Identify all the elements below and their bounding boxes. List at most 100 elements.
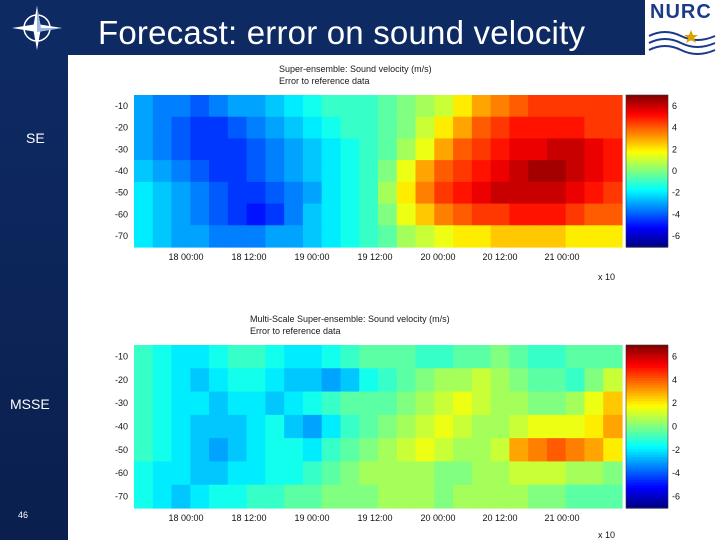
heatmap-cell — [209, 181, 229, 205]
colorbar-segment — [626, 104, 668, 108]
heatmap-cell — [134, 391, 154, 416]
heatmap-cell — [415, 438, 435, 463]
chart1-title: Super-ensemble: Sound velocity (m/s) — [279, 64, 432, 74]
heatmap-cell — [603, 345, 623, 369]
heatmap-cell — [227, 345, 248, 369]
heatmap-cell — [471, 225, 492, 248]
heatmap-cell — [490, 138, 510, 161]
heatmap-cell — [490, 116, 510, 140]
colorbar-segment — [626, 116, 668, 120]
heatmap-cell — [190, 116, 210, 140]
heatmap-cell — [340, 461, 360, 486]
colorbar-segment — [626, 439, 668, 443]
heatmap-cell — [171, 438, 191, 463]
heatmap-cell — [284, 368, 304, 393]
colorbar-segment — [626, 380, 668, 384]
heatmap-cell — [246, 203, 266, 226]
heatmap-cell — [603, 414, 623, 439]
heatmap-cell — [546, 116, 567, 140]
heatmap-cell — [302, 484, 323, 509]
heatmap-cell — [509, 438, 529, 463]
colorbar-tick-label: 4 — [672, 123, 677, 133]
heatmap-cell — [565, 345, 586, 369]
x-tick-label: 18 00:00 — [168, 513, 203, 523]
colorbar-segment — [626, 467, 668, 471]
sidebar-bar — [0, 55, 68, 540]
heatmap-cell — [415, 181, 435, 205]
heatmap-cell — [246, 225, 266, 248]
heatmap-cell — [227, 461, 248, 486]
heatmap-cell — [603, 484, 623, 509]
heatmap-cell — [490, 414, 510, 439]
colorbar-segment — [626, 178, 668, 182]
heatmap-cell — [284, 181, 304, 205]
heatmap-cell — [603, 138, 623, 161]
colorbar-segment — [626, 121, 668, 125]
colorbar-segment — [626, 457, 668, 461]
x-tick-label: 19 12:00 — [357, 513, 392, 523]
heatmap-cell — [227, 368, 248, 393]
heatmap-cell — [584, 461, 604, 486]
heatmap-cell — [434, 438, 454, 463]
colorbar-segment — [626, 147, 668, 151]
heatmap-cell — [152, 138, 173, 161]
heatmap-cell — [453, 95, 473, 118]
colorbar-segment — [626, 360, 668, 364]
heatmap-cell — [584, 225, 604, 248]
heatmap-cell — [321, 95, 342, 118]
y-tick-label: -70 — [115, 231, 128, 241]
heatmap-cell — [209, 138, 229, 161]
heatmap-cell — [265, 368, 285, 393]
heatmap-cell — [321, 203, 342, 226]
heatmap-cell — [453, 181, 473, 205]
x-tick-label: 19 00:00 — [294, 513, 329, 523]
heatmap-cell — [509, 116, 529, 140]
heatmap-cell — [190, 225, 210, 248]
heatmap-cell — [152, 368, 173, 393]
heatmap-cell — [190, 461, 210, 486]
heatmap-cell — [546, 225, 567, 248]
heatmap-cell — [528, 225, 548, 248]
heatmap-cell — [528, 203, 548, 226]
heatmap-cell — [265, 160, 285, 183]
heatmap-cell — [152, 203, 173, 226]
colorbar-segment — [626, 125, 668, 129]
colorbar-segment — [626, 423, 668, 428]
heatmap-cell — [471, 95, 492, 118]
heatmap-cell — [415, 225, 435, 248]
heatmap-cell — [434, 345, 454, 369]
colorbar-segment — [626, 505, 668, 509]
heatmap-cell — [302, 181, 323, 205]
heatmap-cell — [528, 345, 548, 369]
heatmap-cell — [396, 438, 417, 463]
heatmap-cell — [302, 138, 323, 161]
colorbar-segment — [626, 429, 668, 433]
heatmap-cell — [509, 95, 529, 118]
colorbar-segment — [626, 128, 668, 132]
heatmap-cell — [415, 345, 435, 369]
colorbar-segment — [626, 159, 668, 163]
heatmap-cell — [209, 225, 229, 248]
heatmap-cell — [171, 116, 191, 140]
heatmap-cell — [265, 138, 285, 161]
heatmap-cell — [321, 138, 342, 161]
heatmap-cell — [509, 181, 529, 205]
heatmap-cell — [565, 368, 586, 393]
x-tick-label: 18 00:00 — [168, 252, 203, 262]
heatmap-cell — [378, 461, 398, 486]
colorbar-segment — [626, 232, 668, 236]
colorbar-segment — [626, 375, 668, 379]
heatmap-cell — [584, 203, 604, 226]
heatmap-cell — [546, 414, 567, 439]
heatmap-cell — [490, 438, 510, 463]
colorbar-segment — [626, 385, 668, 389]
colorbar-tick-label: 0 — [672, 422, 677, 432]
colorbar-segment — [626, 416, 668, 420]
heatmap-cell — [284, 484, 304, 509]
heatmap-cell — [152, 484, 173, 509]
heatmap-cell — [340, 160, 360, 183]
heatmap-cell — [152, 391, 173, 416]
heatmap-cell — [453, 116, 473, 140]
heatmap-cell — [359, 225, 379, 248]
